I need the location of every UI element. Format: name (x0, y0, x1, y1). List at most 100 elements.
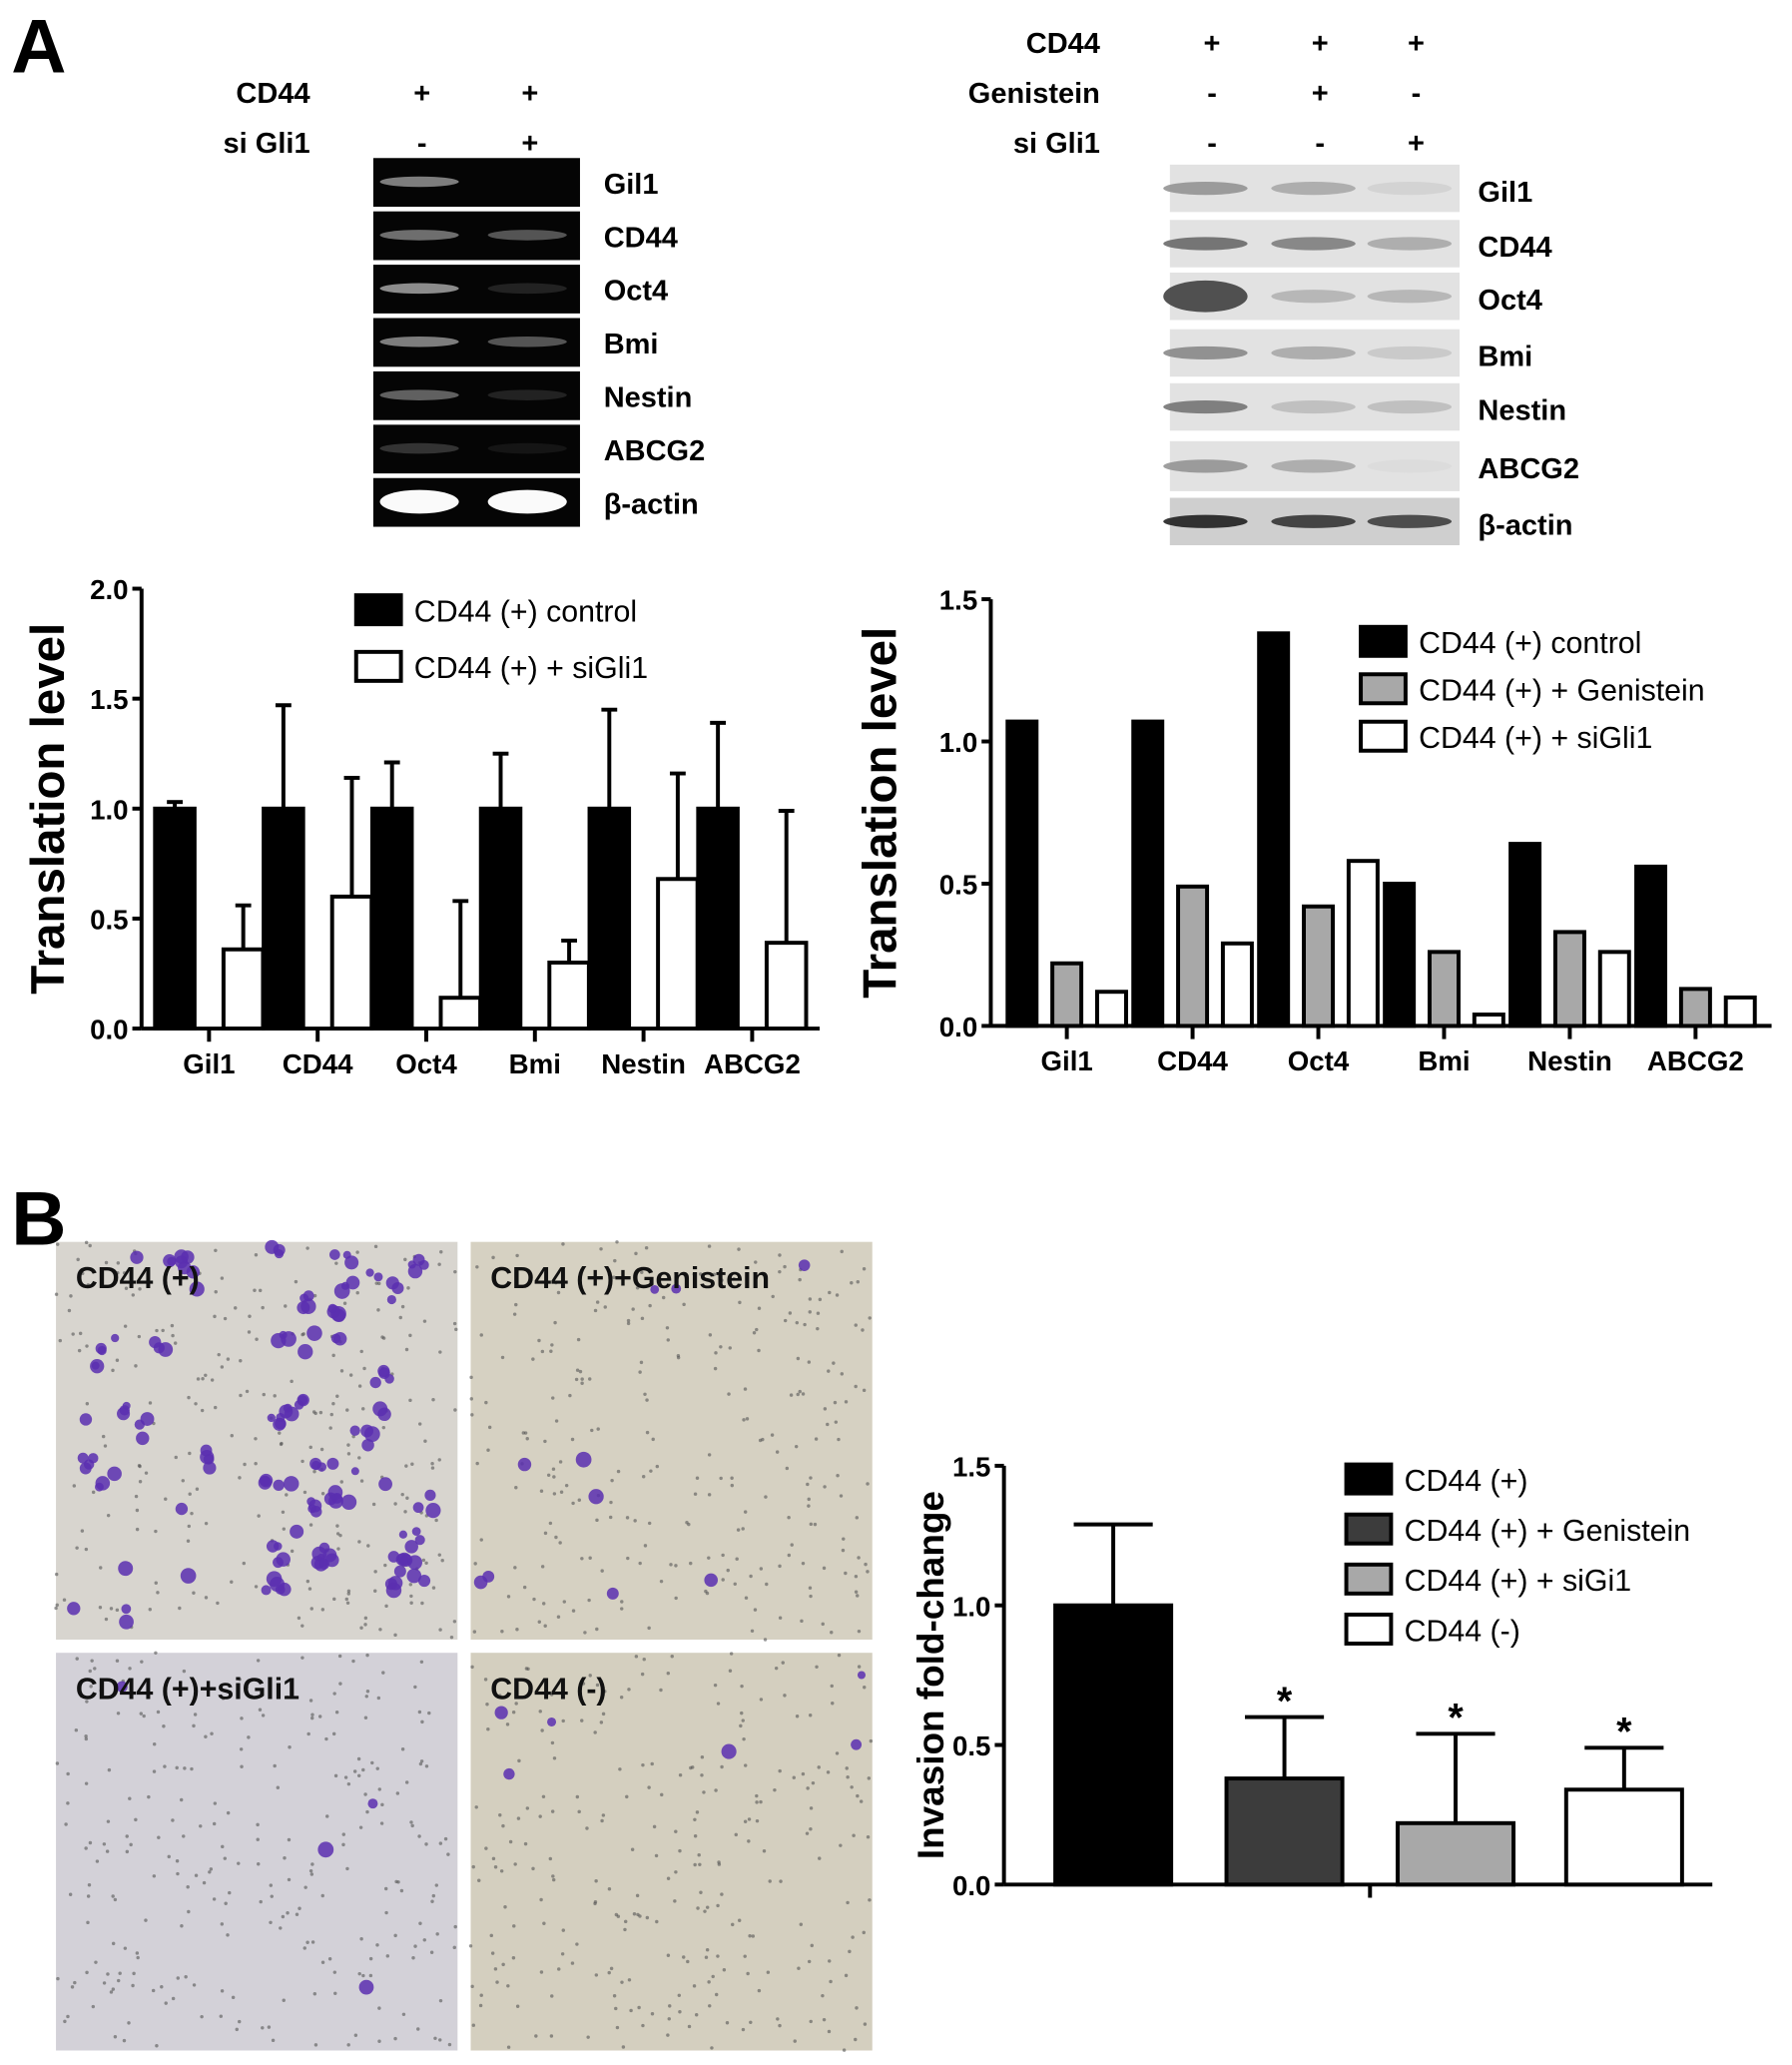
bar-cd44-sigli1 (438, 996, 483, 1032)
invasion-bar (1396, 1820, 1516, 1887)
stained-cell (494, 1706, 508, 1720)
membrane-pore (226, 1357, 231, 1361)
legend-swatch (1344, 1562, 1394, 1596)
gel-band (379, 230, 459, 241)
blot-band (1367, 182, 1453, 196)
stained-cell (111, 1333, 120, 1343)
membrane-pore (775, 1450, 780, 1454)
membrane-pore (609, 1500, 613, 1505)
membrane-pore (216, 1601, 220, 1606)
membrane-pore (637, 2005, 641, 2010)
membrane-pore (806, 1482, 810, 1487)
micrograph-label: CD44 (+)+siGli1 (76, 1673, 299, 1706)
membrane-pore (474, 1805, 478, 1809)
membrane-pore (852, 1833, 856, 1837)
membrane-pore (850, 1281, 854, 1285)
membrane-pore (102, 1981, 107, 1985)
membrane-pore (204, 1596, 209, 1600)
legend-swatch (1359, 624, 1408, 658)
membrane-pore (608, 1515, 613, 1520)
membrane-pore (329, 1412, 333, 1417)
membrane-pore (829, 1979, 833, 1984)
row-label: Oct4 (1478, 285, 1541, 317)
membrane-pore (844, 1571, 848, 1576)
membrane-pore (558, 1460, 563, 1464)
stained-cell (398, 1530, 407, 1539)
membrane-pore (728, 1669, 733, 1673)
membrane-pore (549, 2034, 554, 2038)
blot-band (1271, 399, 1356, 414)
membrane-pore (862, 1267, 867, 1271)
membrane-pore (308, 1523, 313, 1527)
membrane-pore (798, 1389, 802, 1394)
membrane-pore (846, 1900, 850, 1905)
gel-band (487, 442, 567, 454)
stained-cell (261, 1585, 272, 1596)
membrane-pore (511, 1710, 516, 1715)
membrane-pore (765, 1582, 769, 1587)
membrane-pore (393, 1502, 397, 1506)
membrane-pore (200, 2014, 204, 2019)
membrane-pore (806, 1786, 810, 1790)
membrane-pore (418, 1761, 423, 1766)
membrane-pore (182, 1834, 186, 1838)
membrane-pore (162, 1724, 166, 1728)
membrane-pore (855, 2006, 859, 2010)
membrane-pore (517, 1758, 521, 1763)
membrane-pore (238, 1678, 242, 1682)
y-axis-label: Translation level (22, 623, 75, 995)
membrane-pore (87, 1883, 92, 1887)
membrane-pore (513, 1862, 517, 1866)
membrane-pore (204, 1734, 208, 1738)
membrane-pore (210, 1378, 215, 1382)
membrane-pore (383, 1886, 388, 1891)
membrane-pore (650, 1761, 654, 1766)
membrane-pore (362, 1366, 366, 1371)
membrane-pore (370, 1760, 374, 1765)
blot-band (1163, 399, 1248, 414)
membrane-pore (84, 1547, 89, 1552)
membrane-pore (154, 1529, 158, 1534)
membrane-pore (437, 1458, 441, 1462)
membrane-pore (128, 1667, 132, 1671)
membrane-pore (868, 1898, 872, 1902)
stained-cell (283, 1476, 299, 1492)
membrane-pore (805, 1831, 810, 1835)
membrane-pore (424, 1842, 428, 1846)
significance-star: * (1277, 1680, 1293, 1723)
stained-cell (130, 1250, 144, 1264)
membrane-pore (327, 1957, 332, 1961)
membrane-pore (243, 1462, 247, 1467)
membrane-pore (845, 1766, 849, 1770)
membrane-pore (449, 1635, 454, 1640)
membrane-pore (761, 1437, 765, 1442)
blot-band (1163, 280, 1248, 313)
membrane-pore (56, 1242, 60, 1246)
membrane-pore (848, 1949, 852, 1954)
membrane-pore (866, 1482, 870, 1486)
membrane-pore (857, 1556, 861, 1560)
blot-band (1271, 237, 1356, 251)
membrane-pore (759, 1799, 763, 1804)
membrane-pore (732, 1277, 736, 1281)
membrane-pore (85, 1402, 90, 1406)
gel-band (487, 389, 567, 400)
membrane-pore (140, 1660, 144, 1664)
membrane-pore (332, 1970, 337, 1974)
membrane-pore (475, 1461, 479, 1466)
membrane-pore (384, 1910, 388, 1915)
membrane-pore (557, 1967, 561, 1971)
y-tick-label: 0.5 (90, 904, 129, 935)
membrane-pore (647, 1521, 652, 1526)
membrane-pore (357, 1384, 362, 1388)
membrane-pore (381, 1425, 386, 1430)
membrane-pore (595, 1627, 599, 1632)
membrane-pore (549, 1693, 554, 1697)
membrane-pore (595, 1683, 600, 1688)
membrane-pore (310, 1940, 315, 1944)
membrane-pore (204, 1373, 208, 1378)
membrane-pore (763, 1638, 768, 1642)
stained-cell (308, 1499, 322, 1513)
membrane-pore (239, 1359, 243, 1363)
membrane-pore (345, 1408, 349, 1412)
